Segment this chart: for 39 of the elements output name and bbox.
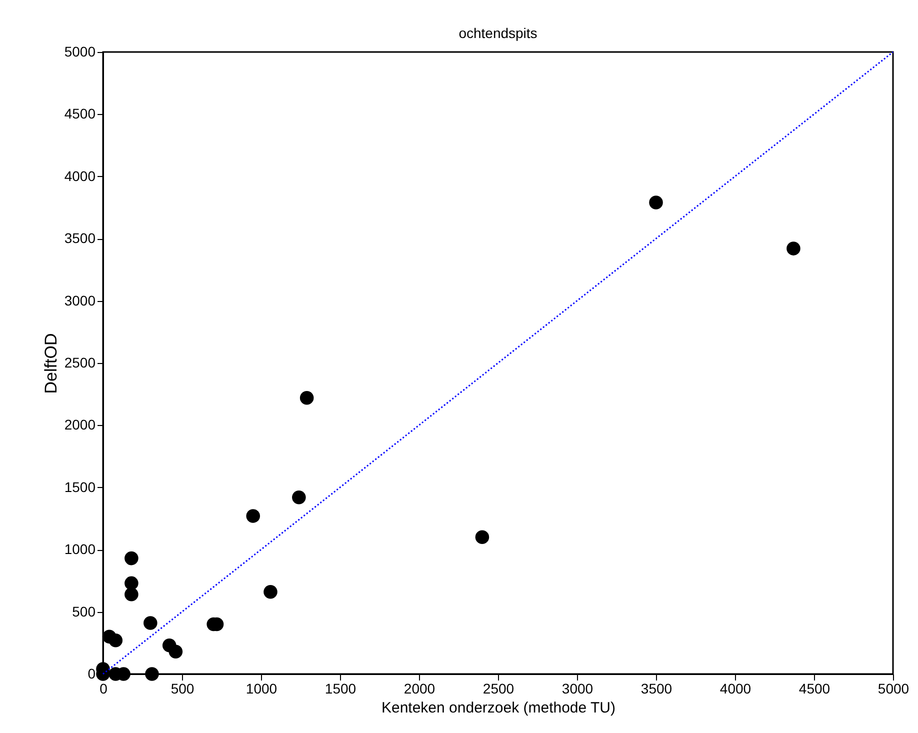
x-axis-title: Kenteken onderzoek (methode TU) xyxy=(381,700,616,716)
point xyxy=(145,667,159,681)
x-tick-label: 4500 xyxy=(798,680,830,696)
y-tick-label: 4000 xyxy=(64,168,96,184)
point xyxy=(300,390,314,405)
point xyxy=(649,196,663,210)
y-tick-label: 500 xyxy=(72,603,96,620)
y-tick-label: 1000 xyxy=(64,541,96,558)
y-tick-label: 2500 xyxy=(64,354,96,370)
y-tick-label: 3500 xyxy=(64,230,96,246)
point xyxy=(475,530,490,544)
point xyxy=(264,585,278,599)
x-tick-label: 3000 xyxy=(562,680,594,696)
point xyxy=(168,644,183,658)
y-tick-label: 4500 xyxy=(64,106,96,122)
y-tick-label: 0 xyxy=(88,666,96,682)
point xyxy=(144,616,158,630)
y-tick-label: 3000 xyxy=(64,292,96,308)
point xyxy=(124,588,138,602)
y-tick-label: 2000 xyxy=(64,416,96,433)
point xyxy=(786,242,800,256)
x-tick-label: 1500 xyxy=(324,680,356,696)
point xyxy=(246,509,260,523)
x-tick-label: 4000 xyxy=(720,680,752,696)
chart-title: ochtendspits xyxy=(458,25,538,41)
x-tick-label: 0 xyxy=(100,680,108,696)
point xyxy=(108,634,123,648)
x-tick-label: 500 xyxy=(170,680,194,696)
x-tick-label: 1000 xyxy=(246,680,278,696)
y-tick-label: 1500 xyxy=(64,478,96,495)
y-tick-label: 5000 xyxy=(64,44,96,60)
y-axis-title: DelftOD xyxy=(41,333,60,394)
x-tick-label: 2500 xyxy=(482,680,514,696)
point xyxy=(292,490,306,504)
x-tick-label: 5000 xyxy=(878,680,910,696)
x-tick-label: 2000 xyxy=(404,680,436,696)
point xyxy=(124,551,138,566)
x-tick-label: 3500 xyxy=(640,680,672,696)
point xyxy=(124,576,138,590)
